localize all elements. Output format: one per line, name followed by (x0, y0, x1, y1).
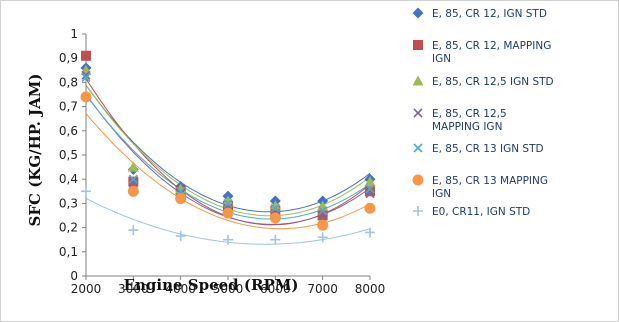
x-tick-label: 7000 (307, 282, 338, 296)
x-tick-label: 6000 (260, 282, 291, 296)
data-point (128, 176, 139, 187)
legend-marker (412, 174, 424, 186)
data-point (223, 234, 233, 245)
x-tick-label: 5000 (213, 282, 244, 296)
legend-marker (412, 75, 424, 86)
legend-label: E, 85, CR 12,5 MAPPING IGN (432, 108, 507, 133)
legend-marker (413, 40, 423, 50)
x-tick-label: 2000 (71, 282, 102, 296)
data-point (81, 70, 91, 80)
data-point (365, 184, 375, 194)
x-tick-label: 4000 (165, 282, 196, 296)
data-point (222, 195, 234, 206)
y-tick-label: 0,2 (59, 221, 78, 235)
y-tick-label: 0,1 (59, 245, 78, 259)
data-point (270, 203, 280, 213)
data-point (175, 193, 187, 205)
data-point (127, 161, 139, 172)
data-point (270, 205, 281, 216)
legend-label: E, 85, CR 12,5 IGN STD (432, 76, 554, 88)
y-axis-title: SFC (KG/HP. JAM) (26, 74, 44, 227)
legend-marker (412, 7, 424, 19)
data-point (269, 212, 281, 224)
legend-marker (413, 206, 423, 216)
data-point (127, 185, 139, 197)
data-points (80, 50, 376, 245)
data-point (128, 174, 138, 184)
data-point (317, 232, 328, 243)
data-point (365, 227, 375, 238)
legend-label: E, 85, CR 13 IGN STD (432, 143, 544, 155)
y-tick-label: 0 (70, 269, 78, 283)
y-tick-label: 0,3 (59, 196, 78, 210)
data-point (269, 200, 281, 211)
data-point (81, 186, 91, 197)
legend-label: E, 85, CR 12, IGN STD (432, 8, 547, 20)
data-point (270, 234, 281, 245)
y-tick-labels: 0 0,1 0,2 0,3 0,4 0,5 0,6 0,7 0,8 0,9 1 (59, 27, 78, 283)
data-point (318, 206, 328, 216)
data-point (317, 219, 329, 231)
data-point (223, 198, 233, 208)
x-axis-title: Engine Speed (RPM) (124, 276, 299, 294)
y-tick-label: 0,5 (59, 148, 78, 162)
data-point (80, 91, 92, 103)
data-point (223, 200, 233, 211)
y-tick-label: 0,8 (59, 75, 78, 89)
data-point (364, 176, 376, 187)
y-tick-label: 0,6 (59, 124, 78, 138)
data-point (364, 202, 376, 214)
legend-marker (413, 108, 423, 118)
legend-marker (413, 143, 423, 153)
legend: E, 85, CR 12, IGN STD E, 85, CR 12, MAPPI… (412, 7, 554, 218)
y-tick-label: 0,9 (59, 51, 78, 65)
data-point (128, 225, 139, 236)
y-tick-label: 1 (70, 27, 78, 41)
legend-label: E0, CR11, IGN STD (432, 206, 530, 218)
legend-label: E, 85, CR 13 MAPPING IGN (432, 175, 548, 200)
data-point (365, 186, 375, 197)
y-tick-label: 0,4 (59, 172, 78, 186)
x-tick-labels: 2000 3000 4000 5000 6000 7000 8000 (71, 282, 386, 296)
legend-label: E, 85, CR 12, MAPPING IGN (432, 40, 551, 65)
data-point (222, 207, 234, 219)
x-tick-label: 3000 (118, 282, 149, 296)
x-tick-label: 8000 (355, 282, 386, 296)
data-point (81, 50, 91, 61)
y-tick-label: 0,7 (59, 100, 78, 114)
data-point (175, 231, 186, 242)
data-point (81, 72, 91, 83)
